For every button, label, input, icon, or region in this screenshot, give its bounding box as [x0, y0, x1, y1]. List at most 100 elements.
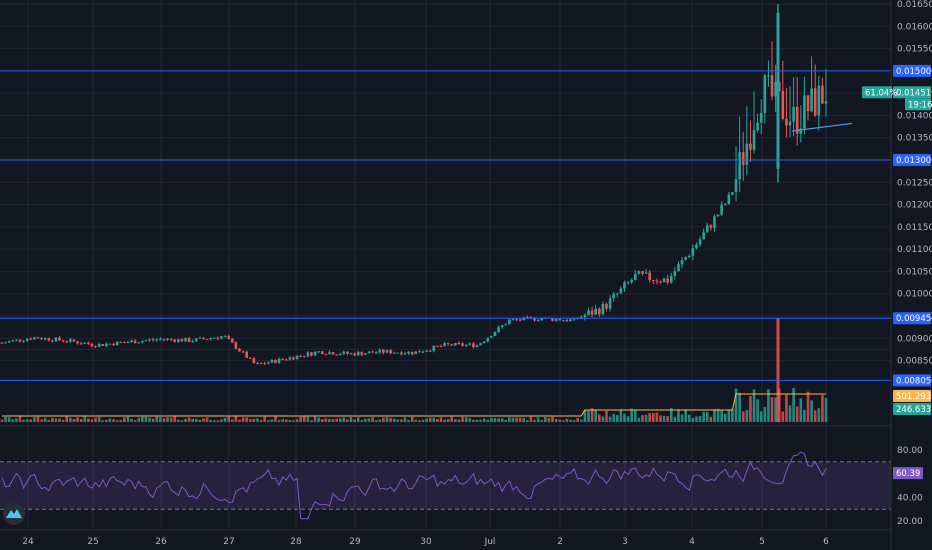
candle-body	[263, 363, 266, 365]
volume-bar	[594, 410, 598, 422]
volume-bar	[767, 389, 770, 422]
candle-body	[177, 339, 180, 342]
candle-body	[281, 358, 284, 360]
candle-body	[716, 214, 720, 217]
time-tick-label: Jul	[484, 537, 496, 547]
volume-bar	[781, 411, 785, 422]
candle-body	[705, 225, 709, 233]
volume-tag: 246.633M	[896, 405, 932, 415]
candle-body	[313, 351, 317, 356]
volume-bar	[141, 416, 144, 422]
volume-bar	[785, 394, 788, 422]
volume-bar	[148, 417, 151, 422]
candle-body	[619, 288, 623, 294]
volume-bar	[151, 418, 155, 422]
volume-bar	[144, 416, 148, 422]
volume-bar	[659, 415, 662, 422]
volume-bar	[288, 420, 292, 422]
level-tag-bg	[893, 154, 931, 166]
candle-body	[490, 336, 493, 338]
candle-body	[234, 342, 238, 349]
volume-bar	[331, 419, 335, 422]
candle-body	[605, 303, 608, 309]
volume-tag-bg	[893, 403, 931, 415]
candle-body	[166, 338, 169, 340]
candle-body	[803, 95, 806, 129]
volume-bar	[133, 420, 137, 422]
volume-bar	[105, 419, 108, 422]
volume-bar	[277, 420, 281, 422]
candle-body	[33, 337, 36, 340]
candle-body	[43, 338, 47, 340]
volume-bar	[475, 419, 479, 422]
countdown-tag-bg	[905, 98, 931, 111]
time-tick-label: 28	[290, 537, 302, 547]
candle-body	[137, 342, 141, 344]
candle-body	[159, 338, 162, 340]
candle-body	[759, 112, 763, 123]
volume-bar	[544, 417, 547, 422]
rsi-tick-label: 20.00	[897, 517, 923, 527]
volume-bar	[533, 419, 536, 422]
volume-bar	[79, 418, 83, 422]
volume-bar	[317, 417, 320, 422]
volume-bar	[493, 417, 497, 422]
volume-bars	[0, 318, 828, 422]
candle-body	[659, 281, 662, 283]
candle-body	[378, 349, 382, 353]
volume-bar	[443, 419, 446, 422]
candle-body	[15, 339, 18, 341]
volume-bar	[292, 420, 295, 422]
time-tick-label: 4	[689, 537, 695, 547]
volume-bar	[25, 419, 29, 422]
candle-body	[374, 352, 378, 354]
candle-body	[162, 338, 166, 340]
candle-body	[421, 351, 425, 353]
candle-body	[540, 318, 544, 321]
candle-body	[97, 344, 101, 347]
candle-body	[763, 75, 767, 113]
volume-bar	[90, 419, 94, 422]
volume-bar	[195, 418, 198, 422]
change-percent-tag-bg	[862, 86, 892, 99]
trendline[interactable]	[791, 122, 853, 132]
volume-bar	[403, 417, 407, 422]
volume-bar	[436, 419, 439, 422]
candle-body	[457, 342, 461, 344]
candle-body	[673, 271, 677, 276]
volume-bar	[230, 419, 234, 422]
volume-bar	[274, 416, 277, 422]
candle-body	[338, 353, 342, 355]
candle-body	[270, 359, 274, 363]
volume-bar	[54, 418, 58, 422]
candle-body	[723, 204, 727, 206]
candle-body	[191, 341, 195, 343]
candle-body	[515, 319, 518, 321]
candle-body	[328, 352, 331, 355]
volume-bar	[324, 418, 328, 422]
volume-bar	[166, 417, 169, 422]
volume-bar	[220, 419, 223, 422]
candle-body	[69, 339, 72, 342]
volume-bar	[486, 419, 490, 422]
volume-bar	[115, 420, 119, 422]
candle-body	[47, 338, 51, 341]
volume-bar	[569, 419, 572, 422]
time-tick-label: 24	[22, 537, 34, 547]
volume-bar	[508, 417, 511, 422]
candle-body	[72, 339, 76, 342]
volume-bar	[457, 419, 461, 422]
volume-bar	[205, 417, 209, 422]
candle-body	[418, 351, 421, 353]
volume-bar	[432, 417, 436, 422]
candle-body	[475, 345, 479, 348]
volume-bar	[202, 418, 205, 422]
horizontal-levels[interactable]	[0, 70, 891, 381]
candle-body	[464, 344, 468, 346]
volume-bar	[177, 419, 180, 422]
tradingview-logo-icon[interactable]	[3, 503, 25, 525]
